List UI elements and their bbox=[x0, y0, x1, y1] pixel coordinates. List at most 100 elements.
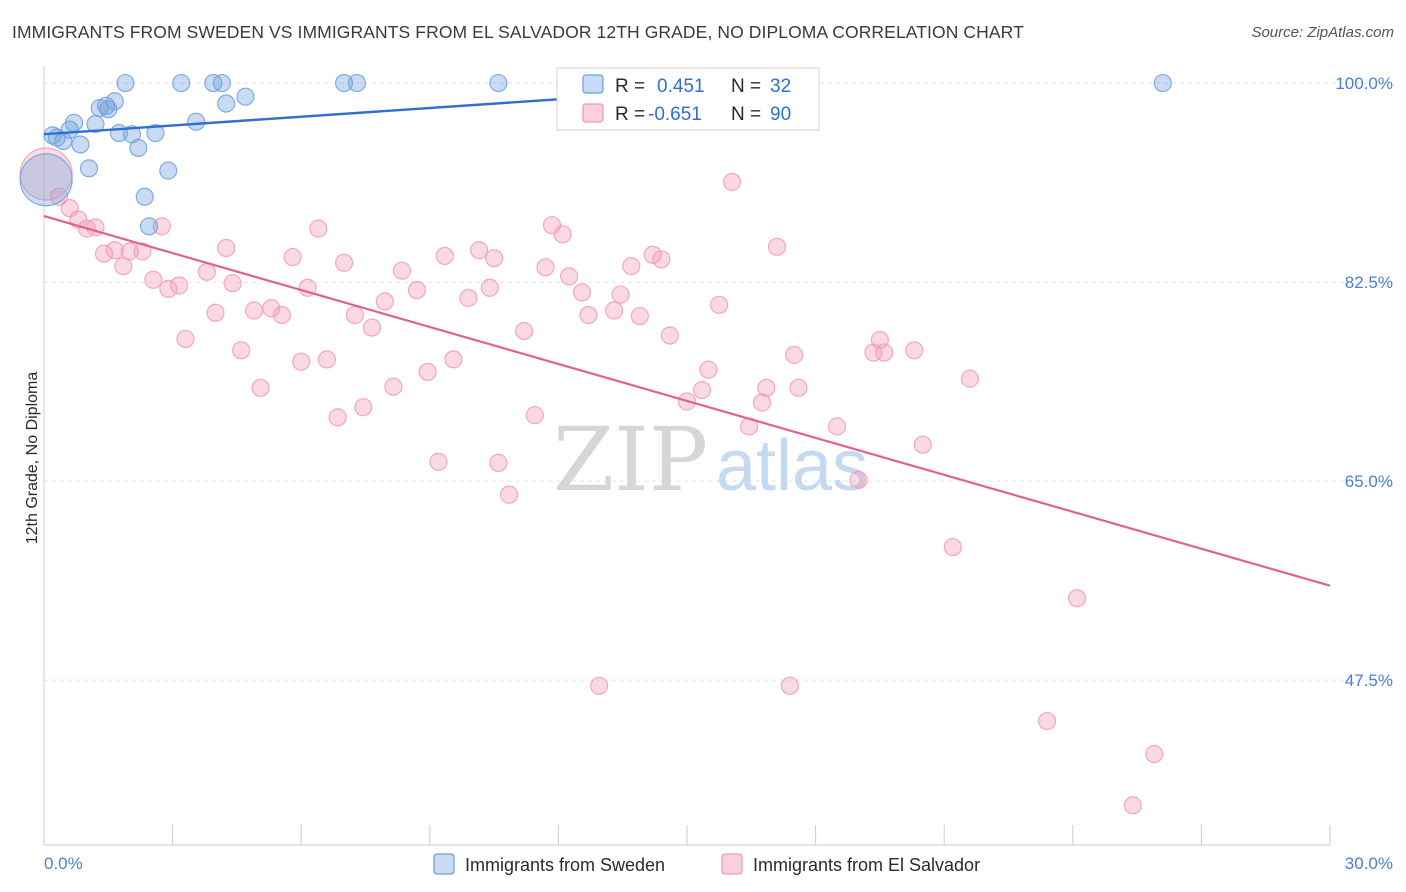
elsalvador-point-76 bbox=[789, 378, 808, 397]
sweden-point-18 bbox=[139, 217, 159, 236]
elsalvador-point-9 bbox=[120, 242, 139, 261]
x-tick-label-1: 30.0% bbox=[1345, 854, 1393, 873]
elsalvador-point-34 bbox=[362, 318, 382, 337]
elsalvador-point-59 bbox=[611, 285, 630, 304]
legend-n-label-elsalvador: N = bbox=[731, 104, 761, 125]
sweden-point-31 bbox=[1153, 73, 1172, 93]
sweden-point-17 bbox=[135, 187, 154, 206]
elsalvador-point-17 bbox=[206, 303, 225, 322]
bottom-legend: Immigrants from Sweden Immigrants from E… bbox=[433, 853, 980, 875]
elsalvador-point-20 bbox=[232, 341, 251, 360]
elsalvador-point-18 bbox=[217, 238, 236, 258]
sweden-point-16 bbox=[129, 138, 148, 157]
sweden-point-14 bbox=[116, 73, 135, 93]
series-el-salvador bbox=[19, 147, 1164, 815]
sweden-point-20 bbox=[159, 161, 178, 180]
bottom-legend-label-elsalvador: Immigrants from El Salvador bbox=[753, 855, 980, 875]
y-tick-label-3: 100.0% bbox=[1335, 74, 1393, 93]
elsalvador-point-46 bbox=[485, 249, 504, 268]
bottom-legend-label-sweden: Immigrants from Sweden bbox=[465, 855, 665, 875]
elsalvador-point-16 bbox=[197, 262, 216, 281]
elsalvador-point-7 bbox=[105, 241, 124, 260]
tick-labels: 47.5% 65.0% 82.5% 100.0% 0.0% 30.0% bbox=[44, 74, 1393, 873]
axes bbox=[43, 66, 1331, 846]
elsalvador-point-21 bbox=[244, 301, 264, 320]
sweden-point-6 bbox=[71, 135, 90, 154]
elsalvador-point-50 bbox=[525, 406, 544, 425]
elsalvador-point-78 bbox=[849, 470, 868, 490]
elsalvador-point-64 bbox=[660, 326, 679, 345]
elsalvador-point-0 bbox=[19, 147, 73, 201]
elsalvador-point-15 bbox=[176, 329, 195, 349]
legend-n-label-sweden: N = bbox=[731, 76, 761, 97]
elsalvador-point-19 bbox=[223, 274, 242, 293]
elsalvador-point-42 bbox=[444, 350, 463, 369]
y-tick-label-2: 82.5% bbox=[1345, 273, 1393, 292]
elsalvador-point-37 bbox=[392, 261, 412, 280]
sweden-point-22 bbox=[172, 73, 191, 93]
elsalvador-point-23 bbox=[262, 299, 281, 318]
elsalvador-point-26 bbox=[292, 352, 311, 371]
elsalvador-point-31 bbox=[334, 253, 354, 272]
elsalvador-point-73 bbox=[767, 237, 787, 256]
legend-swatch-elsalvador bbox=[582, 103, 604, 123]
legend-swatch-sweden bbox=[582, 74, 604, 94]
elsalvador-point-83 bbox=[913, 435, 932, 454]
elsalvador-point-14 bbox=[169, 276, 189, 295]
watermark-zip: ZIP bbox=[553, 408, 708, 511]
elsalvador-point-51 bbox=[536, 258, 555, 277]
elsalvador-point-49 bbox=[515, 321, 534, 341]
elsalvador-point-53 bbox=[553, 225, 572, 244]
elsalvador-point-48 bbox=[500, 485, 519, 504]
elsalvador-point-86 bbox=[1037, 711, 1057, 731]
x-tick-label-0: 0.0% bbox=[44, 854, 83, 873]
elsalvador-point-71 bbox=[752, 393, 772, 412]
elsalvador-point-40 bbox=[429, 452, 448, 471]
sweden-point-25 bbox=[217, 94, 236, 113]
bottom-legend-swatch-elsalvador bbox=[721, 853, 743, 875]
elsalvador-point-60 bbox=[622, 257, 641, 276]
sweden-point-7 bbox=[79, 159, 99, 178]
legend-n-value-elsalvador: 90 bbox=[770, 104, 791, 125]
elsalvador-point-87 bbox=[1067, 589, 1087, 608]
gridlines bbox=[44, 82, 1390, 681]
elsalvador-point-38 bbox=[407, 280, 427, 300]
legend-r-value-sweden: 0.451 bbox=[657, 76, 705, 97]
elsalvador-point-43 bbox=[459, 288, 478, 308]
elsalvador-point-66 bbox=[692, 381, 712, 400]
elsalvador-point-12 bbox=[152, 217, 171, 236]
elsalvador-point-88 bbox=[1123, 796, 1142, 815]
elsalvador-point-28 bbox=[309, 219, 328, 238]
elsalvador-point-22 bbox=[251, 378, 270, 397]
sweden-point-24 bbox=[212, 73, 231, 93]
elsalvador-point-47 bbox=[489, 453, 508, 472]
legend-n-value-sweden: 32 bbox=[770, 76, 791, 97]
elsalvador-point-55 bbox=[572, 283, 592, 302]
elsalvador-point-30 bbox=[328, 408, 347, 427]
y-tick-label-0: 47.5% bbox=[1345, 671, 1393, 690]
elsalvador-point-89 bbox=[1145, 744, 1164, 764]
elsalvador-point-25 bbox=[283, 247, 302, 267]
chart-title: IMMIGRANTS FROM SWEDEN VS IMMIGRANTS FRO… bbox=[12, 22, 1024, 42]
elsalvador-point-85 bbox=[960, 369, 980, 388]
elsalvador-point-24 bbox=[272, 305, 292, 325]
elsalvador-point-32 bbox=[345, 305, 364, 325]
sweden-point-21 bbox=[187, 112, 206, 131]
elsalvador-point-67 bbox=[699, 360, 718, 379]
elsalvador-point-62 bbox=[643, 245, 662, 264]
elsalvador-point-72 bbox=[757, 378, 776, 397]
elsalvador-point-84 bbox=[943, 537, 962, 557]
elsalvador-point-57 bbox=[590, 676, 609, 695]
elsalvador-point-58 bbox=[605, 301, 624, 320]
elsalvador-point-29 bbox=[317, 350, 337, 369]
elsalvador-point-41 bbox=[435, 246, 454, 266]
elsalvador-point-82 bbox=[905, 341, 924, 360]
sweden-point-12 bbox=[105, 92, 124, 111]
watermark-atlas: atlas bbox=[716, 426, 868, 506]
sweden-point-19 bbox=[146, 123, 165, 143]
stats-legend: R = 0.451 N = 32 R = -0.651 N = 90 bbox=[556, 67, 820, 131]
elsalvador-point-36 bbox=[384, 377, 403, 396]
y-tick-label-1: 65.0% bbox=[1345, 472, 1393, 491]
legend-r-label-sweden: R = bbox=[615, 76, 645, 97]
